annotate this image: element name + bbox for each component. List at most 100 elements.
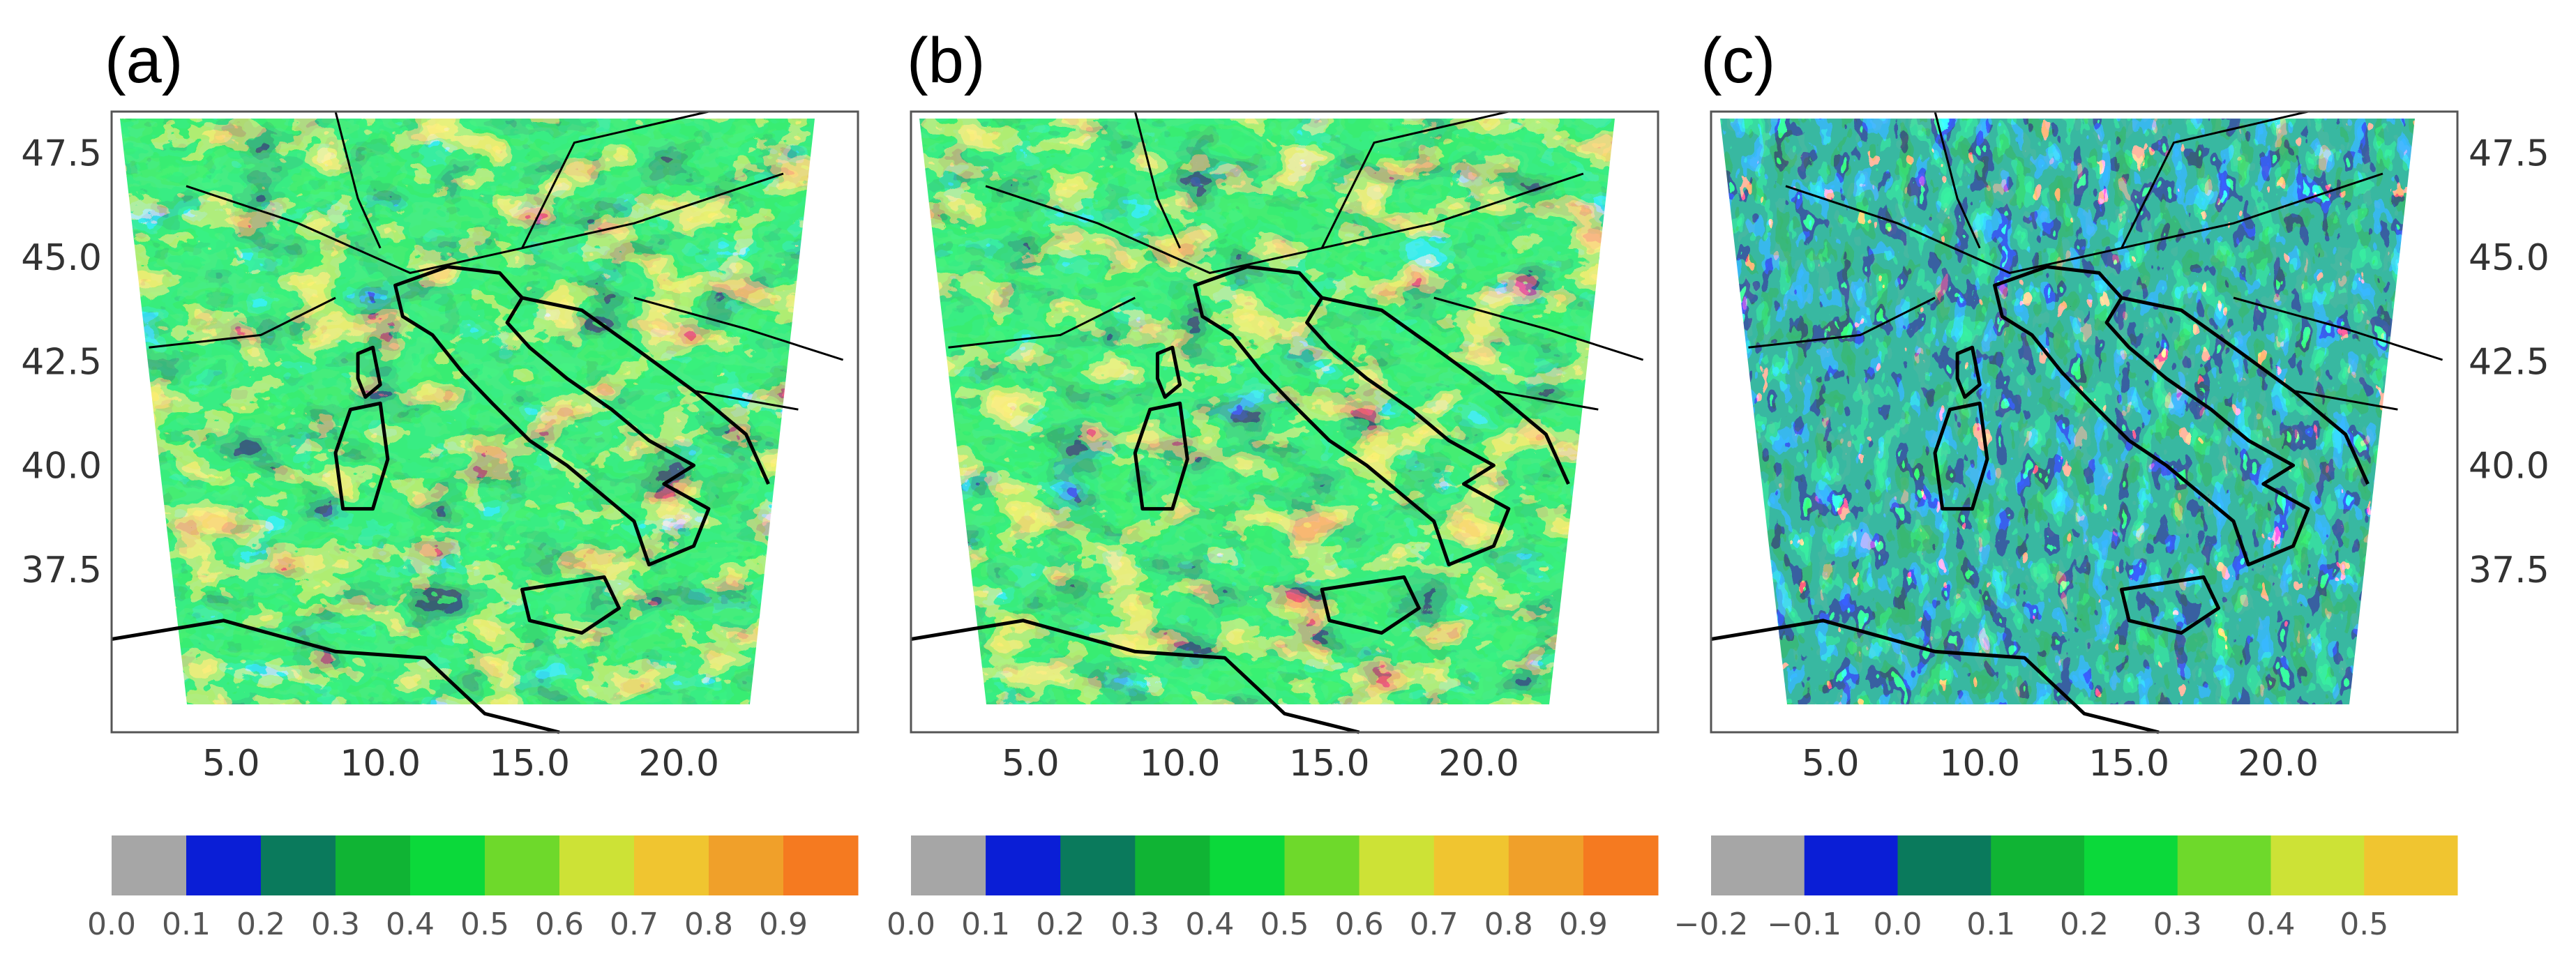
y-tick-label: 45.0 [2469,237,2549,279]
colorbar-swatch [2270,835,2365,895]
x-tick-label: 10.0 [1939,743,2020,785]
country-border [521,110,709,249]
country-border [2293,390,2398,411]
colorbar-label: 0.4 [1185,907,1234,942]
colorbar-swatch [410,835,485,895]
coastline [393,265,711,567]
map-field [120,119,815,704]
colorbar-swatch [2364,835,2458,895]
x-tick-label: 15.0 [1289,743,1370,785]
colorbar-swatch [2177,835,2271,895]
country-border [693,390,799,411]
colorbar-swatch [186,835,262,895]
x-tick-label: 10.0 [1140,743,1221,785]
plot-frame [910,110,1659,734]
colorbar-label: 0.8 [684,907,733,942]
panel-3: (c) 5.0 10.0 15.0 20.0 47.5 45.0 42.5 40.0 37.5 −0… [1674,25,2549,942]
coastline [1955,345,1982,399]
colorbar-swatch [634,835,709,895]
plot-frame [110,110,859,734]
colorbar-swatch [1359,835,1435,895]
country-border [1433,296,1644,361]
field-raster [120,119,815,704]
colorbar-label: 0.0 [1874,907,1922,942]
y-tick-label: 47.5 [2469,133,2549,175]
colorbar-label: 0.6 [535,907,584,942]
country-border [985,172,1584,274]
coastline [1710,619,2160,734]
panel-1: (a) 5.0 10.0 15.0 20.0 47.5 45.0 42.5 40.0 37.5 0.… [21,25,859,942]
colorbar: 0.0 0.1 0.2 0.3 0.4 0.5 0.6 0.7 0.8 0.9 [887,835,1659,942]
colorbar: −0.2 −0.1 0.0 0.1 0.2 0.3 0.4 0.5 [1674,835,2458,942]
panel-label: (b) [907,25,985,96]
country-border [1748,296,1936,349]
coastline [1320,575,1421,635]
colorbar-swatch [986,835,1061,895]
colorbar-label: 0.9 [1559,907,1608,942]
colorbar-label: 0.7 [610,907,658,942]
country-border [1133,111,1181,249]
x-tick-label: 20.0 [1438,743,1519,785]
plot-frame [1710,110,2459,734]
country-border [149,296,336,349]
y-tick-label: 42.5 [21,341,102,383]
coastline [1321,296,1570,485]
colorbar: 0.0 0.1 0.2 0.3 0.4 0.5 0.6 0.7 0.8 0.9 [87,835,859,942]
x-tick-label: 5.0 [202,743,260,785]
panel-label: (a) [105,25,183,96]
colorbar-label: 0.5 [2340,907,2388,942]
country-border [186,172,784,274]
coastlines [1710,110,2443,734]
x-tick-label: 20.0 [638,743,719,785]
colorbar-label: 0.1 [1966,907,2015,942]
colorbar-label: 0.2 [2060,907,2109,942]
colorbar-label: −0.2 [1674,907,1749,942]
colorbar-swatch [1583,835,1659,895]
y-tick-label: 45.0 [21,237,102,279]
panel-label: (c) [1701,25,1775,96]
colorbar-swatch [1804,835,1898,895]
colorbar-label: 0.3 [1110,907,1159,942]
colorbar-label: 0.0 [887,907,935,942]
y-tick-label: 37.5 [21,550,102,591]
colorbar-label: 0.4 [386,907,435,942]
coastline [1193,265,1511,567]
colorbar-swatch [485,835,560,895]
country-border [334,111,382,249]
x-tick-label: 5.0 [1802,743,1860,785]
coastline [2121,296,2370,485]
colorbar-label: 0.1 [961,907,1010,942]
colorbar-swatch [112,835,187,895]
y-tick-label: 40.0 [21,446,102,487]
colorbar-label: 0.6 [1335,907,1384,942]
x-tick-label: 15.0 [489,743,570,785]
x-tick-label: 20.0 [2238,743,2319,785]
colorbar-label: 0.8 [1484,907,1533,942]
coastline [910,619,1360,734]
coastline [1155,345,1182,399]
colorbar-label: 0.2 [1036,907,1085,942]
colorbar-swatch [1433,835,1509,895]
country-border [2121,110,2309,249]
colorbar-label: 0.1 [162,907,211,942]
colorbar-swatch [1711,835,1805,895]
coastline [521,296,770,485]
coastlines [910,110,1644,734]
coastline [520,575,622,635]
colorbar-swatch [1508,835,1584,895]
colorbar-label: 0.7 [1410,907,1459,942]
coastline [333,401,390,511]
map-field [1720,119,2415,704]
colorbar-swatch [709,835,784,895]
colorbar-label: 0.9 [759,907,808,942]
country-border [1493,390,1599,411]
colorbar-label: 0.5 [1260,907,1309,942]
colorbar-label: 0.4 [2247,907,2296,942]
colorbar-swatch [559,835,635,895]
coastline [1933,401,1989,511]
colorbar-label: 0.3 [311,907,360,942]
coastline [2120,575,2221,635]
y-tick-label: 47.5 [21,133,102,175]
colorbar-swatch [336,835,411,895]
